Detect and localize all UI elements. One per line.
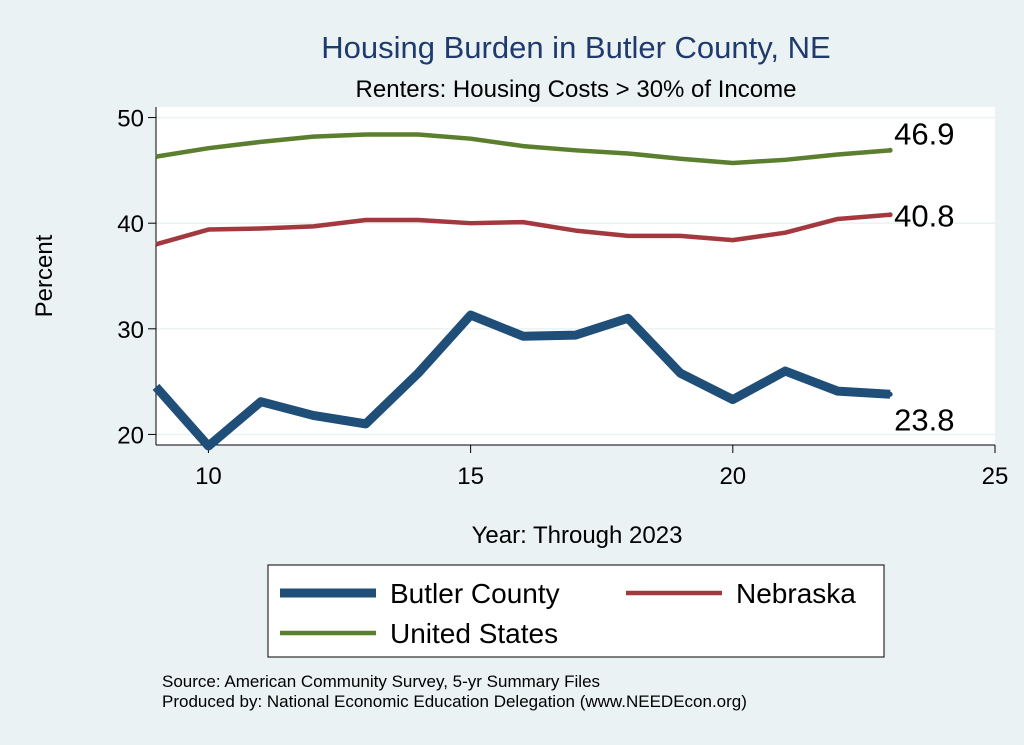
y-tick-label-30: 30 <box>117 317 144 344</box>
end-label-butler-county: 23.8 <box>894 402 954 437</box>
series-line-nebraska <box>155 212 891 247</box>
series-line-united-states <box>155 132 891 166</box>
legend-label-nebraska: Nebraska <box>736 578 856 609</box>
end-label-united-states: 46.9 <box>894 116 954 151</box>
axis-ticks: 20 30 40 50 10 15 20 25 <box>117 106 1008 490</box>
x-axis-label: Year: Through 2023 <box>472 522 683 549</box>
y-tick-label-20: 20 <box>117 422 144 449</box>
series-line-butler-county <box>152 310 891 451</box>
y-axis-label: Percent <box>31 234 58 317</box>
produced-by-note: Produced by: National Economic Education… <box>162 692 747 711</box>
series-layer: 46.9 40.8 23.8 <box>152 116 954 451</box>
source-note: Source: American Community Survey, 5-yr … <box>162 672 600 691</box>
y-tick-label-40: 40 <box>117 211 144 238</box>
y-tick-label-50: 50 <box>117 106 144 133</box>
end-label-nebraska: 40.8 <box>894 199 954 234</box>
end-point-nebraska <box>887 212 893 218</box>
legend: Butler County Nebraska United States <box>267 564 885 658</box>
end-point-butler-county <box>887 391 893 397</box>
legend-box <box>267 564 885 658</box>
x-tick-label-10: 10 <box>195 463 222 490</box>
x-tick-label-15: 15 <box>457 463 484 490</box>
legend-label-united-states: United States <box>390 618 558 649</box>
end-point-united-states <box>887 147 893 153</box>
chart-subtitle: Renters: Housing Costs > 30% of Income <box>356 76 797 103</box>
x-tick-label-20: 20 <box>719 463 746 490</box>
legend-label-butler-county: Butler County <box>390 578 560 609</box>
x-tick-label-25: 25 <box>982 463 1009 490</box>
grid-lines <box>156 116 995 436</box>
chart-title: Housing Burden in Butler County, NE <box>321 30 830 65</box>
